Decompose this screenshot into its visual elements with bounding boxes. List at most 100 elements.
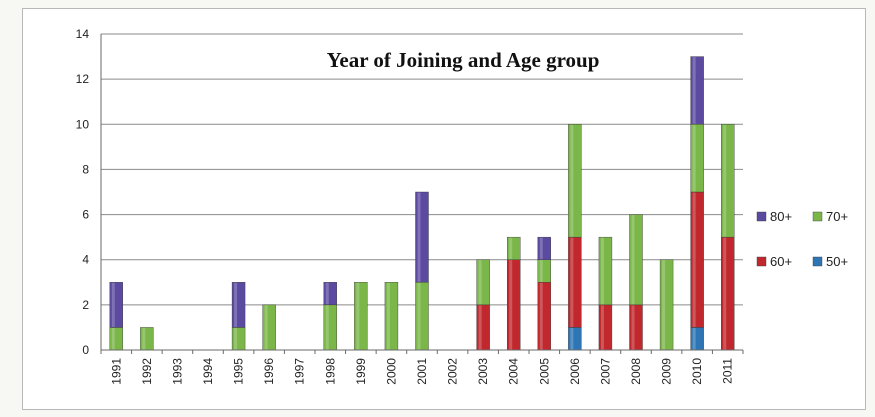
bar-segment <box>690 327 704 351</box>
bar-highlight <box>325 305 329 350</box>
x-tick-label: 1991 <box>109 358 123 385</box>
legend-swatch <box>756 211 767 222</box>
bar-highlight <box>692 192 696 327</box>
bar-highlight <box>692 327 696 350</box>
bar-highlight <box>111 327 115 350</box>
x-tick-label: 1996 <box>262 358 276 385</box>
axes: 0 2 4 6 8 10 12 14 1991 1992 1993 1994 1995 1996 1997 1… <box>76 27 744 385</box>
y-tick-label: 2 <box>82 298 89 312</box>
bar-highlight <box>386 282 390 350</box>
bar-highlight <box>692 124 696 192</box>
bar-segment <box>537 282 551 351</box>
bar-segment <box>140 327 154 351</box>
legend-swatch <box>756 256 767 267</box>
bar-highlight <box>234 327 238 350</box>
y-tick-label: 4 <box>82 253 89 267</box>
bar-segment <box>629 304 643 351</box>
bar-segment <box>415 191 429 283</box>
bar-highlight <box>570 124 574 237</box>
bar-segment <box>384 282 399 351</box>
x-tick-label: 2007 <box>598 358 612 385</box>
y-tick-label: 0 <box>82 343 89 357</box>
bar-highlight <box>264 305 268 350</box>
x-tick-label: 1998 <box>323 358 337 385</box>
bar-highlight <box>723 124 727 237</box>
bar-segment <box>721 124 735 238</box>
bar-segment <box>690 56 704 125</box>
x-tick-label: 2009 <box>660 358 674 385</box>
bar-segment <box>629 214 643 306</box>
x-tick-label: 2003 <box>476 358 490 385</box>
bar-highlight <box>509 237 513 260</box>
bar-segment <box>659 259 674 351</box>
legend-label: 70+ <box>826 209 848 224</box>
bar-segment <box>476 259 490 306</box>
x-tick-label: 2010 <box>690 358 704 385</box>
x-tick-label: 2002 <box>446 358 460 385</box>
bar-highlight <box>570 327 574 350</box>
bar-highlight <box>478 260 482 305</box>
legend-swatch <box>812 256 823 267</box>
x-tick-label: 2005 <box>537 358 551 385</box>
bar-segment <box>109 327 123 351</box>
legend-label: 80+ <box>770 209 792 224</box>
bar-highlight <box>111 282 115 327</box>
x-tick-label: 2000 <box>384 358 398 385</box>
bar-highlight <box>234 282 238 327</box>
x-tick-label: 1995 <box>232 358 246 385</box>
bar-segment <box>568 236 582 328</box>
chart-title: Year of Joining and Age group <box>327 48 600 72</box>
bar-highlight <box>539 282 543 350</box>
legend-label: 60+ <box>770 254 792 269</box>
bar-highlight <box>662 260 666 350</box>
legend-label: 50+ <box>826 254 848 269</box>
bar-segment <box>323 282 337 306</box>
y-tick-label: 6 <box>82 208 89 222</box>
bar-highlight <box>539 237 543 260</box>
x-tick-label: 1992 <box>140 358 154 385</box>
bar-segment <box>690 124 704 193</box>
chart-container: 0 2 4 6 8 10 12 14 1991 1992 1993 1994 1995 1996 1997 1… <box>22 8 866 410</box>
bar-highlight <box>478 305 482 350</box>
bar-segment <box>537 236 551 260</box>
bar-segment <box>721 236 735 351</box>
x-tick-label: 1993 <box>170 358 184 385</box>
bar-segment <box>568 327 582 351</box>
bar-highlight <box>631 215 635 305</box>
legend-swatch <box>812 211 823 222</box>
bar-segment <box>598 304 613 351</box>
x-tick-label: 2004 <box>507 358 521 385</box>
bar-segment <box>262 304 276 351</box>
bar-segment <box>109 282 123 328</box>
bar-highlight <box>325 282 329 305</box>
bar-segment <box>415 282 429 351</box>
y-tick-label: 14 <box>76 27 90 41</box>
x-tick-label: 2008 <box>629 358 643 385</box>
bar-segment <box>323 304 337 351</box>
bar-segment <box>690 191 704 328</box>
x-tick-label: 1999 <box>354 358 368 385</box>
bar-segment <box>476 304 490 351</box>
bar-highlight <box>723 237 727 350</box>
bar-segment <box>231 327 246 351</box>
x-tick-label: 2001 <box>415 358 429 385</box>
bar-segment <box>231 282 246 328</box>
bar-highlight <box>142 327 146 350</box>
x-tick-label: 2006 <box>568 358 582 385</box>
bar-highlight <box>356 282 360 350</box>
x-tick-label: 1994 <box>201 358 215 385</box>
bar-highlight <box>509 260 513 350</box>
bar-segment <box>598 236 613 306</box>
bar-highlight <box>417 192 421 282</box>
bar-segment <box>507 259 521 351</box>
bar-highlight <box>692 57 696 124</box>
bar-highlight <box>631 305 635 350</box>
bars <box>109 56 735 351</box>
y-tick-label: 8 <box>82 162 89 176</box>
bar-segment <box>537 259 551 283</box>
legend: 80+ 70+ 60+ 50+ <box>756 209 848 269</box>
bar-segment <box>568 124 582 238</box>
bar-highlight <box>600 237 604 305</box>
bar-highlight <box>600 305 604 350</box>
x-tick-label: 1997 <box>293 358 307 385</box>
